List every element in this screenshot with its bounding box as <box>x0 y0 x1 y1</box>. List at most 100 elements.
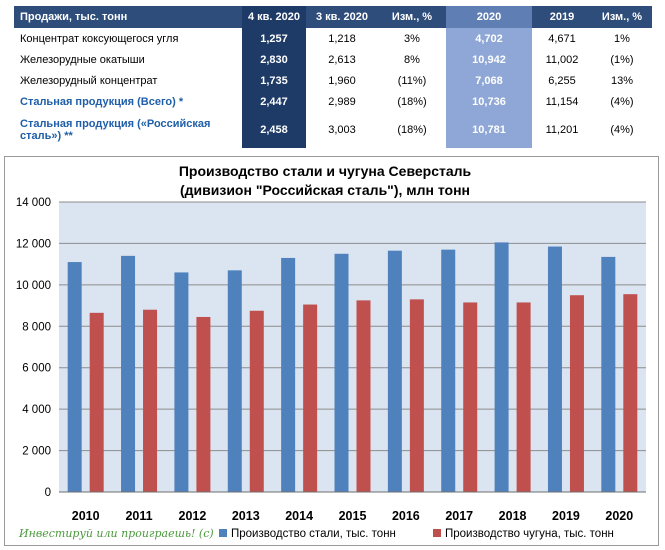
x-tick-label: 2011 <box>125 509 152 523</box>
cell-q3-2020: 1,218 <box>328 32 356 45</box>
cell-2019: 11,154 <box>545 95 579 108</box>
cell-q4-2020: 2,458 <box>242 112 306 148</box>
bar-pig-iron <box>249 310 264 492</box>
cell-2020: 10,781 <box>446 112 532 148</box>
bar-steel <box>121 255 136 492</box>
table-row: Концентрат коксующегося угля 1,257 1,218… <box>14 28 652 49</box>
cell-q3-2020: 3,003 <box>328 124 356 136</box>
cell-change-q: (18%) <box>397 95 427 108</box>
bar-pig-iron <box>303 304 318 492</box>
legend-swatch-steel <box>219 529 227 537</box>
row-label: Концентрат коксующегося угля <box>20 32 179 45</box>
bar-steel <box>67 262 82 492</box>
row-label: Стальная продукция («Российская сталь») … <box>20 118 211 142</box>
y-tick-label: 12 000 <box>16 238 51 250</box>
x-tick-label: 2017 <box>445 509 473 523</box>
watermark-text: Инвестируй или проиграешь! (с) <box>18 527 214 540</box>
bar-steel <box>174 272 189 492</box>
x-tick-label: 2014 <box>285 509 313 523</box>
x-tick-label: 2016 <box>392 509 420 523</box>
cell-2019: 6,255 <box>548 74 576 87</box>
x-tick-label: 2020 <box>605 509 633 523</box>
cell-change-q: (11%) <box>397 74 427 87</box>
bar-pig-iron <box>569 295 584 492</box>
row-label: Железорудные окатыши <box>20 53 145 66</box>
cell-change-q: 8% <box>404 53 420 66</box>
cell-2020: 4,702 <box>446 28 532 49</box>
bar-steel <box>387 250 402 492</box>
bar-pig-iron <box>409 299 424 492</box>
cell-q3-2020: 2,989 <box>328 95 356 108</box>
x-tick-label: 2019 <box>552 509 580 523</box>
bar-pig-iron <box>143 309 158 492</box>
header-q3-2020: 3 кв. 2020 <box>306 6 378 28</box>
header-2020: 2020 <box>446 6 532 28</box>
x-tick-label: 2018 <box>499 509 527 523</box>
cell-2019: 4,671 <box>548 32 576 45</box>
chart-svg: Производство стали и чугуна Северсталь (… <box>16 163 646 540</box>
table-row: Стальная продукция (Всего) * 2,447 2,989… <box>14 91 652 112</box>
chart-area: Производство стали и чугуна Северсталь (… <box>4 156 659 546</box>
y-tick-label: 6 000 <box>22 363 51 375</box>
cell-change-y: (4%) <box>610 95 634 108</box>
cell-q3-2020: 1,960 <box>328 74 356 87</box>
table-header-row: Продажи, тыс. тонн 4 кв. 2020 3 кв. 2020… <box>14 6 652 28</box>
chart-legend: Производство стали, тыс. тонн Производст… <box>219 528 614 540</box>
cell-2019: 11,201 <box>545 124 579 136</box>
y-tick-label: 10 000 <box>16 280 51 292</box>
cell-change-q: 3% <box>404 32 420 45</box>
table-row: Стальная продукция («Российская сталь») … <box>14 112 652 148</box>
cell-q4-2020: 1,257 <box>242 28 306 49</box>
cell-2020: 7,068 <box>446 70 532 91</box>
legend-swatch-pig-iron <box>433 529 441 537</box>
x-tick-label: 2010 <box>72 509 100 523</box>
cell-q4-2020: 2,830 <box>242 49 306 70</box>
bar-steel <box>494 242 509 492</box>
y-tick-label: 4 000 <box>22 404 51 416</box>
header-change-y: Изм., % <box>592 6 652 28</box>
y-tick-label: 8 000 <box>22 321 51 333</box>
cell-change-q: (18%) <box>397 124 427 136</box>
sales-table: Продажи, тыс. тонн 4 кв. 2020 3 кв. 2020… <box>14 6 652 148</box>
x-tick-label: 2012 <box>179 509 207 523</box>
cell-change-y: (1%) <box>610 53 634 66</box>
bar-steel <box>334 253 349 492</box>
cell-2020: 10,942 <box>446 49 532 70</box>
table-row: Железорудный концентрат 1,735 1,960 (11%… <box>14 70 652 91</box>
chart-subtitle: (дивизион "Российская сталь"), млн тонн <box>180 182 470 198</box>
legend-label-pig-iron: Производство чугуна, тыс. тонн <box>445 528 614 540</box>
bar-pig-iron <box>356 300 371 492</box>
x-tick-label: 2013 <box>232 509 260 523</box>
cell-2020: 10,736 <box>446 91 532 112</box>
y-tick-label: 0 <box>45 487 51 499</box>
bar-steel <box>227 270 242 492</box>
chart-title: Производство стали и чугуна Северсталь <box>179 163 472 179</box>
bar-pig-iron <box>623 294 638 492</box>
bar-steel <box>441 249 456 492</box>
bar-steel <box>281 257 296 492</box>
bar-pig-iron <box>463 302 478 492</box>
plot-layer: 0 2 000 4 000 6 000 8 000 10 000 12 000 14 000 2… <box>16 197 646 523</box>
table-row: Железорудные окатыши 2,830 2,613 8% 10,9… <box>14 49 652 70</box>
row-label: Стальная продукция (Всего) * <box>20 95 184 108</box>
legend-label-steel: Производство стали, тыс. тонн <box>231 528 396 540</box>
bar-pig-iron <box>516 302 531 492</box>
header-q4-2020: 4 кв. 2020 <box>242 6 306 28</box>
header-label: Продажи, тыс. тонн <box>14 6 242 28</box>
cell-change-y: 13% <box>610 74 634 87</box>
cell-q3-2020: 2,613 <box>328 53 356 66</box>
x-tick-label: 2015 <box>339 509 367 523</box>
cell-q4-2020: 2,447 <box>242 91 306 112</box>
row-label: Железорудный концентрат <box>20 74 158 87</box>
cell-change-y: (4%) <box>610 124 634 136</box>
cell-q4-2020: 1,735 <box>242 70 306 91</box>
header-2019: 2019 <box>532 6 592 28</box>
cell-change-y: 1% <box>614 32 630 45</box>
header-change-q: Изм., % <box>378 6 446 28</box>
y-tick-label: 2 000 <box>22 446 51 458</box>
bar-pig-iron <box>196 316 211 492</box>
cell-2019: 11,002 <box>545 53 579 66</box>
bar-steel <box>601 256 616 492</box>
y-tick-label: 14 000 <box>16 197 51 209</box>
bar-steel <box>547 246 562 492</box>
